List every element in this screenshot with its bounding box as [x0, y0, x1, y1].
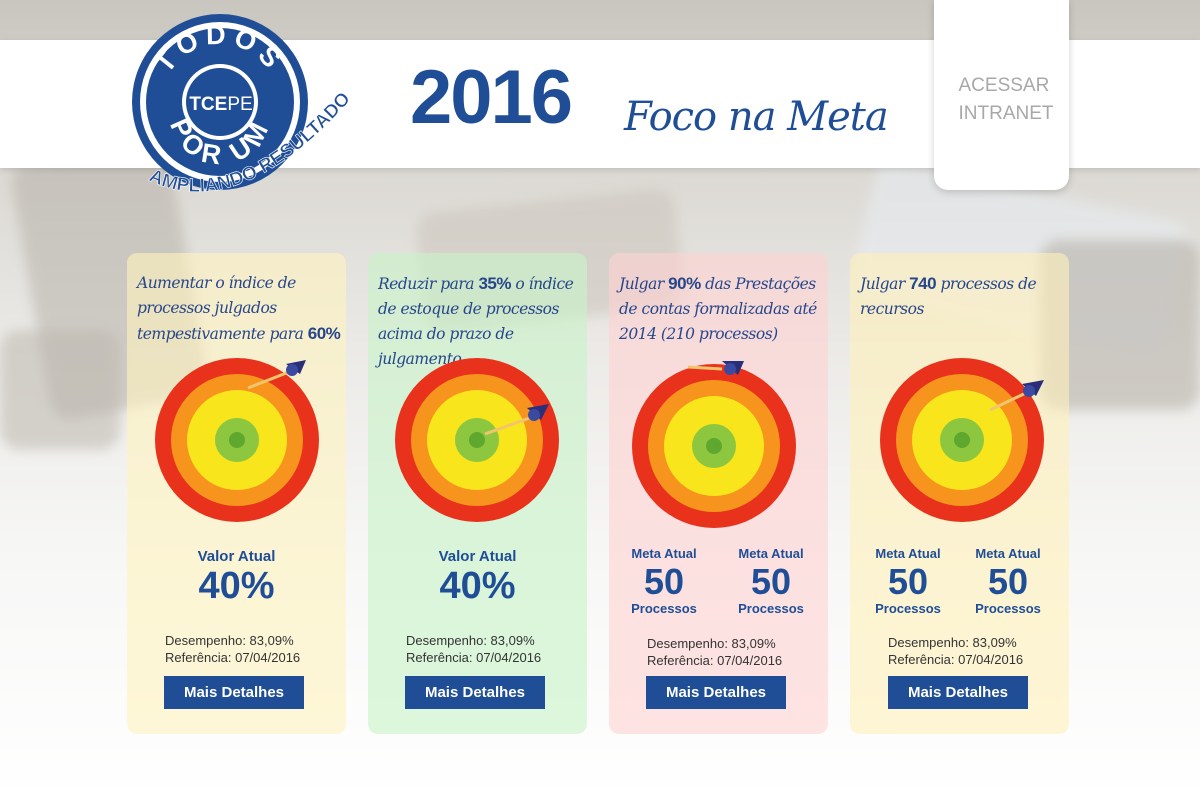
- goal-text: Aumentar o índice de processos julgados …: [137, 274, 341, 343]
- meta-unit: Processos: [631, 601, 697, 616]
- logo-center-text-2: PE: [227, 94, 252, 115]
- goal-card-2: Reduzir para 35% o índice de estoque de …: [368, 253, 587, 734]
- mais-detalhes-button[interactable]: Mais Detalhes: [164, 676, 304, 709]
- meta-label: Meta Atual: [875, 546, 941, 561]
- mais-detalhes-button[interactable]: Mais Detalhes: [405, 676, 545, 709]
- goal-card-4: Julgar 740 processos de recursos Meta At…: [850, 253, 1069, 734]
- goal-text: Reduzir para 35% o índice de estoque de …: [378, 274, 574, 368]
- mais-detalhes-button[interactable]: Mais Detalhes: [646, 676, 786, 709]
- page-tagline: Foco na Meta: [624, 94, 889, 140]
- target-icon: [880, 358, 1044, 522]
- desempenho-text: Desempenho: 83,09%: [165, 633, 294, 648]
- valor-value: 40%: [439, 565, 516, 607]
- target-icon: [155, 358, 319, 522]
- goal-card-1: Aumentar o índice de processos julgados …: [127, 253, 346, 734]
- svg-text:TCEPE: TCEPE: [189, 94, 252, 115]
- valor-value: 40%: [198, 565, 275, 607]
- meta-column-2: Meta Atual 50 Processos: [953, 546, 1063, 616]
- page-year: 2016: [410, 55, 573, 140]
- referencia-text: Referência: 07/04/2016: [888, 652, 1024, 667]
- meta-unit: Processos: [875, 601, 941, 616]
- meta-column-1: Meta Atual 50 Processos: [609, 546, 719, 616]
- intranet-line-1: ACESSAR: [958, 75, 1050, 96]
- goal-card-3: Julgar 90% das Prestações de contas form…: [609, 253, 828, 734]
- meta-label: Meta Atual: [631, 546, 697, 561]
- meta-value: 50: [643, 561, 685, 602]
- intranet-line-2: INTRANET: [958, 103, 1054, 124]
- desempenho-text: Desempenho: 83,09%: [406, 633, 535, 648]
- valor-label: Valor Atual: [197, 548, 276, 565]
- mais-detalhes-button[interactable]: Mais Detalhes: [888, 676, 1028, 709]
- tce-logo: TODOS POR UM TCEPE AMPLIANDO RESULTADOS: [120, 10, 355, 197]
- meta-label: Meta Atual: [738, 546, 804, 561]
- referencia-text: Referência: 07/04/2016: [647, 653, 783, 668]
- meta-value: 50: [750, 561, 792, 602]
- goal-text: Julgar 740 processos de recursos: [860, 274, 1037, 318]
- goal-text: Julgar 90% das Prestações de contas form…: [619, 274, 817, 343]
- intranet-link[interactable]: ACESSAR INTRANET: [934, 0, 1069, 190]
- meta-column-2: Meta Atual 50 Processos: [716, 546, 826, 616]
- meta-value: 50: [987, 561, 1029, 602]
- target-icon: [395, 358, 559, 522]
- referencia-text: Referência: 07/04/2016: [406, 650, 542, 665]
- valor-label: Valor Atual: [438, 548, 517, 565]
- referencia-text: Referência: 07/04/2016: [165, 650, 301, 665]
- meta-unit: Processos: [975, 601, 1041, 616]
- target-icon: [632, 361, 796, 528]
- meta-unit: Processos: [738, 601, 804, 616]
- meta-column-1: Meta Atual 50 Processos: [853, 546, 963, 616]
- meta-value: 50: [887, 561, 929, 602]
- desempenho-text: Desempenho: 83,09%: [888, 635, 1017, 650]
- logo-center-text-1: TCE: [189, 94, 227, 115]
- meta-label: Meta Atual: [975, 546, 1041, 561]
- desempenho-text: Desempenho: 83,09%: [647, 636, 776, 651]
